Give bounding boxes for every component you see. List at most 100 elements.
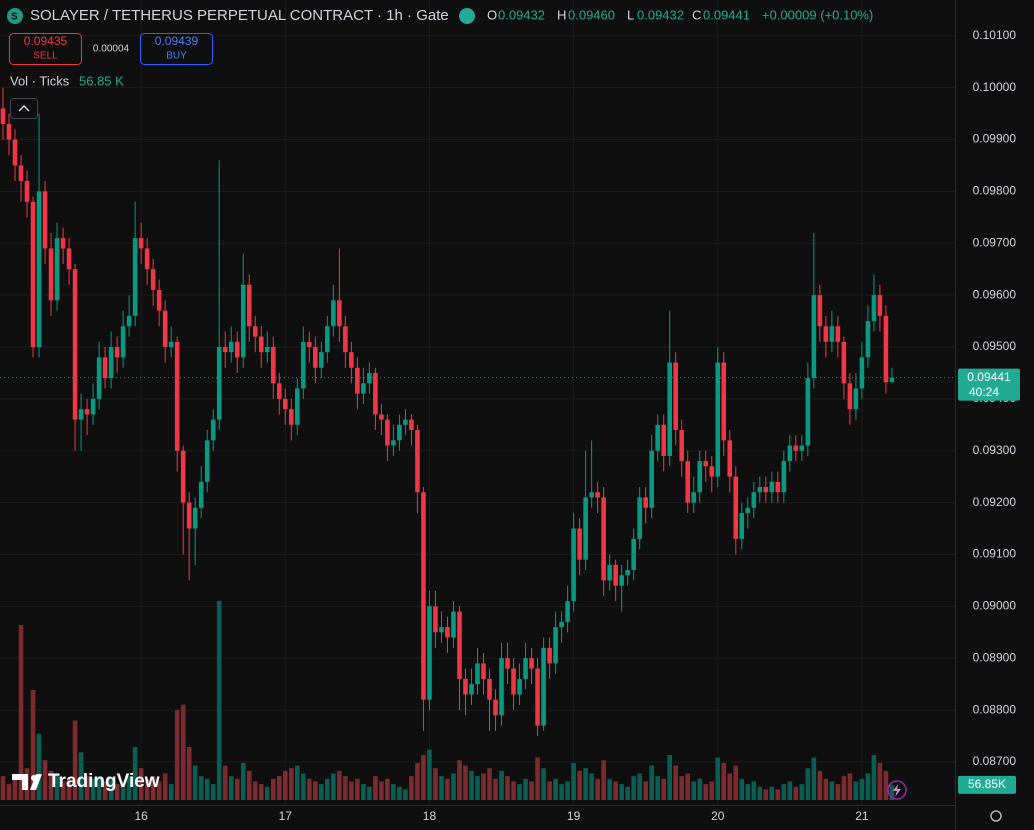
volume-bar (745, 784, 751, 800)
volume-bar (331, 773, 336, 800)
candle-body (697, 461, 703, 493)
candle-body (210, 419, 216, 441)
candle-body (192, 507, 198, 529)
candle-body (493, 699, 498, 716)
volume-bar (739, 778, 745, 800)
candle-body (313, 347, 318, 368)
candle-body (775, 481, 781, 493)
candle-body (367, 372, 372, 384)
candle-body (589, 492, 594, 498)
candle-body (12, 139, 18, 166)
volume-bar (859, 778, 865, 800)
candle-body (427, 606, 432, 700)
candle-body (276, 383, 282, 399)
volume-bar (829, 781, 835, 800)
volume-bar (439, 776, 444, 800)
candle-body (637, 497, 642, 539)
candle-body (499, 658, 504, 716)
buy-button[interactable] (140, 33, 213, 65)
volume-bar (493, 778, 498, 800)
candle-body (841, 341, 847, 384)
y-tick-label: 0.09300 (973, 443, 1017, 457)
settings-icon[interactable] (990, 810, 1002, 822)
candle-body (781, 461, 787, 493)
candle-body (168, 341, 174, 348)
volume-bar (679, 776, 685, 800)
buy-label: BUY (166, 51, 187, 62)
x-tick-label: 18 (423, 809, 437, 823)
candle-body (595, 492, 600, 498)
volume-bar (427, 749, 432, 800)
volume-bar (619, 784, 624, 800)
volume-bar (589, 773, 594, 800)
volume-bar (198, 776, 204, 800)
candle-body (679, 429, 685, 462)
candle-body (457, 611, 462, 679)
candle-body (252, 326, 258, 337)
volume-bar (289, 768, 294, 800)
candle-body (655, 424, 660, 451)
volume-bar (721, 762, 727, 800)
candle-body (469, 684, 474, 695)
volume-bar (583, 768, 588, 800)
candle-body (445, 627, 450, 638)
volume-bar (877, 762, 883, 800)
collapse-button[interactable] (10, 98, 38, 119)
volume-bar (595, 778, 600, 800)
candle-body (307, 341, 312, 348)
volume-bar (228, 776, 234, 800)
candle-body (66, 248, 72, 270)
candle-body (799, 445, 805, 451)
candle-body (397, 424, 402, 441)
volume-bar (835, 784, 841, 800)
candle-body (451, 611, 456, 638)
candle-body (835, 326, 841, 342)
volume-bar (817, 770, 823, 800)
candle-body (481, 663, 486, 679)
ohlc-label: C (692, 7, 701, 22)
volume-bar (30, 690, 36, 800)
brand-logo-dot (31, 775, 37, 781)
chart-title[interactable]: SOLAYER / TETHERUS PERPETUAL CONTRACT · … (30, 7, 449, 24)
candle-body (246, 284, 252, 327)
volume-bar (295, 765, 300, 800)
candle-body (264, 347, 270, 353)
sell-button[interactable] (9, 33, 82, 65)
volume-bar (715, 757, 721, 800)
volume-bar (793, 786, 799, 800)
ohlc-label: O (487, 7, 497, 22)
volume-bar (156, 781, 162, 800)
candle-body (198, 481, 204, 508)
candle-body (30, 201, 36, 348)
candle-body (673, 362, 679, 430)
candle-body (475, 663, 480, 685)
ohlc-label: H (557, 7, 566, 22)
candle-body (805, 378, 811, 446)
volume-bar (697, 778, 703, 800)
alert-icon[interactable] (887, 780, 907, 800)
candle-body (361, 383, 366, 394)
volume-bar (337, 770, 342, 800)
volume-bar (319, 784, 324, 800)
volume-bar (559, 784, 564, 800)
candle-body (409, 419, 414, 430)
y-tick-label: 0.09200 (973, 495, 1017, 509)
volume-bar (397, 786, 402, 800)
symbol-icon (7, 8, 23, 24)
volume-bar (60, 781, 66, 800)
volume-bar (889, 784, 895, 800)
volume-legend-value: 56.85 K (79, 73, 124, 88)
candle-body (463, 678, 468, 695)
volume-bar (811, 757, 817, 800)
volume-bar (841, 776, 847, 800)
candle-body (180, 450, 186, 503)
candle-body (60, 238, 66, 249)
volume-bar (403, 789, 408, 800)
candle-body (607, 564, 612, 581)
volume-badge (958, 775, 1016, 794)
volume-bar (685, 773, 691, 800)
volume-bar (577, 770, 582, 800)
candle-body (661, 424, 666, 456)
volume-bar (132, 747, 138, 800)
